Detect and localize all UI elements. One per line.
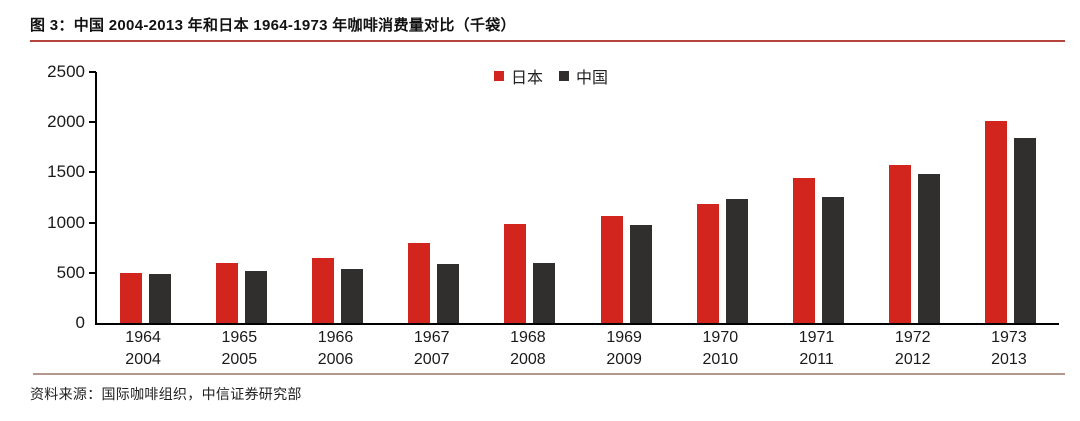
x-axis-label-1969-2009: 1969 2009 <box>576 327 672 371</box>
y-axis-label-1000: 1000 <box>47 212 85 232</box>
x-label-top: 1973 <box>991 329 1027 346</box>
bar-china-2004 <box>148 273 171 323</box>
bar-china-2007 <box>437 264 460 323</box>
bar-china-2011 <box>822 196 845 323</box>
y-axis-label-2000: 2000 <box>47 112 85 132</box>
bar-japan-1971 <box>793 178 816 323</box>
x-label-bottom: 2013 <box>991 351 1027 368</box>
bar-japan-1964 <box>119 272 142 323</box>
x-label-top: 1972 <box>894 329 931 346</box>
x-axis-label-1966-2006: 1966 2006 <box>287 327 383 371</box>
bar-china-2009 <box>629 224 652 323</box>
bar-group-1967-2007 <box>386 72 482 323</box>
plot-area <box>95 72 1059 325</box>
x-label-bottom: 2010 <box>702 351 739 368</box>
legend-item-china: 中国 <box>559 64 608 88</box>
x-label-top: 1966 <box>317 329 354 346</box>
bar-japan-1973 <box>985 121 1008 323</box>
x-label-bottom: 2008 <box>510 351 546 368</box>
x-label-top: 1969 <box>606 329 642 346</box>
source-rule <box>33 373 1065 375</box>
bar-china-2010 <box>725 198 748 323</box>
x-axis-label-1972-2012: 1972 2012 <box>865 327 961 371</box>
bar-china-2008 <box>533 262 556 323</box>
x-label-top: 1968 <box>510 329 546 346</box>
x-label-top: 1971 <box>798 329 835 346</box>
x-label-bottom: 2004 <box>125 351 161 368</box>
bar-group-1969-2009 <box>578 72 674 323</box>
bar-china-2006 <box>341 268 363 323</box>
x-axis-label-1967-2007: 1967 2007 <box>384 327 480 371</box>
y-axis-tick-2500 <box>89 71 96 73</box>
x-axis-label-1971-2011: 1971 2011 <box>768 327 864 371</box>
chart-legend: 日本 中国 <box>493 64 608 88</box>
bar-china-2013 <box>1014 138 1037 323</box>
x-label-bottom: 2006 <box>317 351 354 368</box>
figure-title: 图 3：中国 2004-2013 年和日本 1964-1973 年咖啡消费量对比… <box>30 17 516 34</box>
x-axis-label-1970-2010: 1970 2010 <box>672 327 768 371</box>
bar-japan-1967 <box>408 242 431 323</box>
x-label-bottom: 2011 <box>799 351 834 368</box>
x-axis-label-1973-2013: 1973 2013 <box>961 327 1057 371</box>
bar-group-1964-2004 <box>97 72 193 323</box>
y-axis-label-0: 0 <box>75 313 85 332</box>
x-label-bottom: 2005 <box>221 351 258 368</box>
bar-group-1968-2008 <box>482 72 578 323</box>
bar-group-1966-2006 <box>289 72 385 323</box>
bar-japan-1965 <box>215 262 238 323</box>
bar-japan-1969 <box>600 215 623 323</box>
bar-japan-1970 <box>696 203 719 323</box>
y-axis-tick-1000 <box>89 221 96 224</box>
x-axis-label-1964-2004: 1964 2004 <box>95 327 191 371</box>
bar-japan-1966 <box>312 257 334 323</box>
legend-label-china: 中国 <box>576 70 609 87</box>
x-axis-label-1968-2008: 1968 2008 <box>480 327 576 371</box>
y-axis-tick-2000 <box>89 121 96 124</box>
source-text: 资料来源：国际咖啡组织，中信证券研究部 <box>30 386 302 402</box>
x-label-bottom: 2009 <box>606 351 642 368</box>
title-rule <box>30 40 1065 42</box>
legend-swatch-japan-icon <box>493 71 504 81</box>
bar-group-1965-2005 <box>193 72 289 323</box>
bar-group-1973-2013 <box>963 72 1059 323</box>
bar-group-1970-2010 <box>674 72 770 323</box>
x-label-top: 1967 <box>413 329 450 346</box>
x-label-top: 1964 <box>125 329 161 346</box>
y-axis-tick-500 <box>89 271 96 274</box>
bar-group-1972-2012 <box>867 72 963 323</box>
bar-china-2012 <box>918 174 941 323</box>
x-axis-labels: 1964 2004 1965 2005 1966 2006 1967 2007 1968 2008… <box>95 327 1057 371</box>
bar-japan-1968 <box>504 223 527 323</box>
y-axis-label-1500: 1500 <box>47 162 85 182</box>
legend-item-japan: 日本 <box>493 64 543 88</box>
legend-swatch-china-icon <box>559 71 569 81</box>
bar-japan-1972 <box>889 165 912 323</box>
x-label-top: 1965 <box>221 329 258 346</box>
y-axis-label-2500: 2500 <box>47 62 85 81</box>
x-label-bottom: 2007 <box>413 351 450 368</box>
y-axis-tick-1500 <box>89 171 96 174</box>
x-label-bottom: 2012 <box>894 351 931 368</box>
x-axis-label-1965-2005: 1965 2005 <box>191 327 287 371</box>
y-axis-label-500: 500 <box>56 262 85 282</box>
bar-group-1971-2011 <box>770 72 866 323</box>
x-label-top: 1970 <box>702 329 739 346</box>
legend-label-japan: 日本 <box>510 70 543 87</box>
bar-china-2005 <box>244 270 267 323</box>
